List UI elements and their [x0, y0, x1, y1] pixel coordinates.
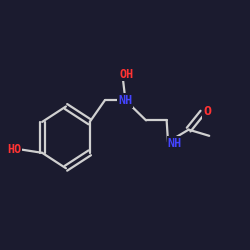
Text: OH: OH: [120, 68, 134, 80]
Text: O: O: [203, 104, 211, 118]
Text: NH: NH: [118, 94, 132, 107]
Text: HO: HO: [7, 143, 21, 156]
Text: NH: NH: [168, 137, 182, 150]
